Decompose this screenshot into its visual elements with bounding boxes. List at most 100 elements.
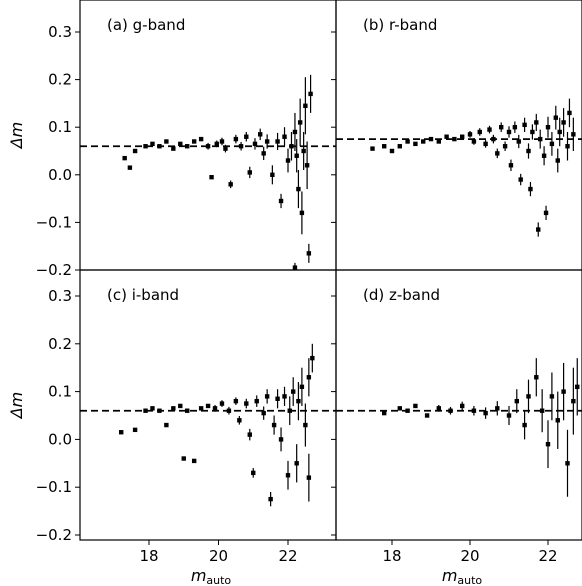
data-point-a-12 (205, 144, 211, 149)
data-point-a-25 (264, 139, 270, 144)
data-point-c-19 (247, 432, 252, 437)
x-tick-label-c-1: 20 (209, 547, 228, 565)
data-point-a-42 (292, 265, 298, 270)
x-tick-label-c-0: 18 (139, 547, 158, 565)
data-point-a-33 (294, 153, 299, 158)
data-point-b-6 (421, 139, 426, 144)
y-tick-label-a-3: 0.0 (48, 166, 72, 184)
data-point-a-21 (247, 170, 252, 175)
data-point-a-4 (150, 141, 155, 147)
y-tick-label-c-2: 0.1 (48, 383, 72, 401)
data-point-a-10 (191, 139, 197, 144)
data-point-c-24 (268, 496, 273, 502)
data-point-a-23 (258, 132, 263, 137)
data-point-b-4 (405, 139, 410, 144)
data-point-a-26 (270, 172, 275, 177)
data-point-c-34 (299, 384, 305, 390)
data-point-a-20 (244, 134, 249, 139)
panel-label-a: (a) g-band (107, 16, 185, 34)
data-point-d-14 (526, 394, 531, 399)
data-point-d-8 (471, 408, 477, 413)
x-tick-label-c-2: 22 (278, 547, 297, 565)
data-point-b-31 (536, 227, 541, 232)
data-point-b-33 (541, 153, 547, 158)
data-point-a-32 (292, 129, 298, 135)
data-point-a-16 (223, 146, 228, 151)
data-point-b-42 (567, 110, 572, 116)
data-point-c-27 (278, 437, 284, 442)
panel-label-d: (d) z-band (363, 286, 440, 304)
data-point-a-39 (304, 163, 310, 168)
data-point-c-29 (285, 473, 291, 478)
data-point-c-10 (191, 458, 197, 464)
data-point-d-18 (549, 394, 555, 399)
data-point-a-17 (228, 182, 233, 187)
data-point-c-3 (150, 406, 155, 411)
data-point-b-8 (436, 139, 441, 144)
data-point-c-17 (237, 418, 242, 423)
data-point-d-12 (514, 398, 519, 404)
data-point-c-37 (310, 355, 315, 361)
x-axis-label-c: mauto (191, 566, 232, 586)
data-point-d-3 (413, 403, 418, 409)
y-tick-label-a-5: −0.2 (36, 261, 72, 279)
data-point-b-19 (499, 125, 504, 130)
data-point-a-22 (252, 141, 258, 147)
data-point-c-30 (287, 408, 292, 413)
y-tick-label-a-4: −0.1 (36, 213, 72, 231)
data-point-b-24 (516, 139, 521, 144)
panel-frame-d (335, 269, 582, 541)
data-point-b-40 (561, 120, 566, 125)
data-point-b-43 (571, 132, 576, 137)
data-point-c-11 (198, 406, 204, 411)
panel-frame-a (79, 0, 337, 271)
data-point-b-13 (471, 139, 477, 144)
data-point-b-9 (444, 134, 449, 139)
y-tick-label-c-1: 0.2 (48, 335, 72, 353)
data-point-a-3 (143, 144, 148, 149)
data-point-c-31 (291, 389, 296, 394)
data-point-b-12 (467, 132, 473, 137)
data-point-a-38 (303, 103, 308, 108)
data-point-c-5 (164, 422, 169, 428)
data-point-a-9 (185, 144, 190, 149)
data-point-a-36 (299, 210, 305, 216)
y-tick-label-a-1: 0.2 (48, 71, 72, 89)
data-point-c-7 (178, 403, 183, 409)
x-tick-label-d-0: 18 (382, 547, 401, 565)
data-point-d-10 (495, 406, 500, 411)
y-tick-label-c-3: 0.0 (48, 430, 72, 448)
data-point-a-7 (171, 146, 176, 151)
data-point-b-16 (487, 127, 492, 132)
data-point-b-18 (495, 151, 500, 156)
data-point-a-8 (178, 141, 183, 147)
data-point-b-26 (522, 122, 527, 128)
data-point-c-20 (251, 470, 256, 476)
y-tick-label-a-0: 0.3 (48, 23, 72, 41)
x-axis-label-d: mauto (442, 566, 483, 586)
data-point-c-15 (226, 408, 232, 413)
data-point-c-16 (233, 398, 239, 404)
data-point-b-35 (545, 125, 551, 130)
data-point-c-33 (296, 398, 301, 404)
data-point-b-22 (508, 163, 514, 168)
data-point-a-13 (209, 174, 214, 180)
data-point-c-4 (157, 408, 162, 413)
panel-a: 0.3 0.2 0.1 0.0 −0.1 −0.2 (a) g-band Δm (7, 0, 337, 279)
data-point-a-34 (296, 186, 301, 192)
data-point-a-15 (219, 139, 225, 144)
data-point-c-6 (171, 406, 176, 411)
data-point-d-16 (539, 408, 545, 413)
data-point-b-5 (413, 141, 418, 147)
data-point-a-27 (275, 139, 280, 144)
data-point-b-39 (557, 129, 562, 135)
data-point-c-22 (261, 410, 266, 416)
data-point-a-1 (127, 165, 133, 170)
data-point-b-0 (370, 146, 375, 151)
data-point-a-2 (132, 148, 138, 154)
y-axis-label-a: Δm (7, 122, 26, 151)
data-point-b-1 (382, 144, 387, 149)
data-point-a-0 (122, 155, 127, 161)
x-tick-label-d-1: 20 (460, 547, 479, 565)
panel-frame-b (335, 0, 582, 271)
